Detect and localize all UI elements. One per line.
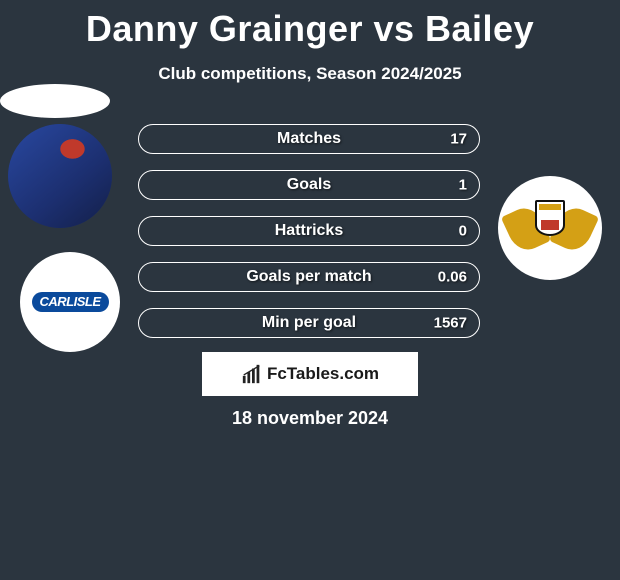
stat-value-right: 1567 [434, 315, 467, 332]
page-title: Danny Grainger vs Bailey [0, 0, 620, 50]
stat-label: Hattricks [275, 222, 343, 240]
stat-label: Matches [277, 130, 341, 148]
player-avatar-left [8, 124, 112, 228]
date-text: 18 november 2024 [0, 408, 620, 429]
stat-value-right: 17 [450, 131, 467, 148]
stat-label: Min per goal [262, 314, 356, 332]
stat-row-goals: Goals 1 [138, 170, 480, 200]
stat-value-right: 0 [459, 223, 467, 240]
bar-chart-icon [241, 363, 263, 385]
stat-row-hattricks: Hattricks 0 [138, 216, 480, 246]
stat-label: Goals per match [246, 268, 371, 286]
stat-row-gpm: Goals per match 0.06 [138, 262, 480, 292]
player-avatar-right [0, 84, 110, 118]
club-left-label: CARLISLE [32, 292, 109, 312]
brand-text: FcTables.com [267, 364, 379, 384]
stats-panel: Matches 17 Goals 1 Hattricks 0 Goals per… [138, 124, 480, 354]
brand-badge[interactable]: FcTables.com [202, 352, 418, 396]
stat-row-matches: Matches 17 [138, 124, 480, 154]
stat-row-mpg: Min per goal 1567 [138, 308, 480, 338]
season-subtitle: Club competitions, Season 2024/2025 [0, 64, 620, 84]
stat-value-right: 1 [459, 177, 467, 194]
club-badge-left: CARLISLE [20, 252, 120, 352]
shield-icon [535, 200, 565, 236]
club-badge-right [498, 176, 602, 280]
stat-value-right: 0.06 [438, 269, 467, 286]
stat-label: Goals [287, 176, 331, 194]
